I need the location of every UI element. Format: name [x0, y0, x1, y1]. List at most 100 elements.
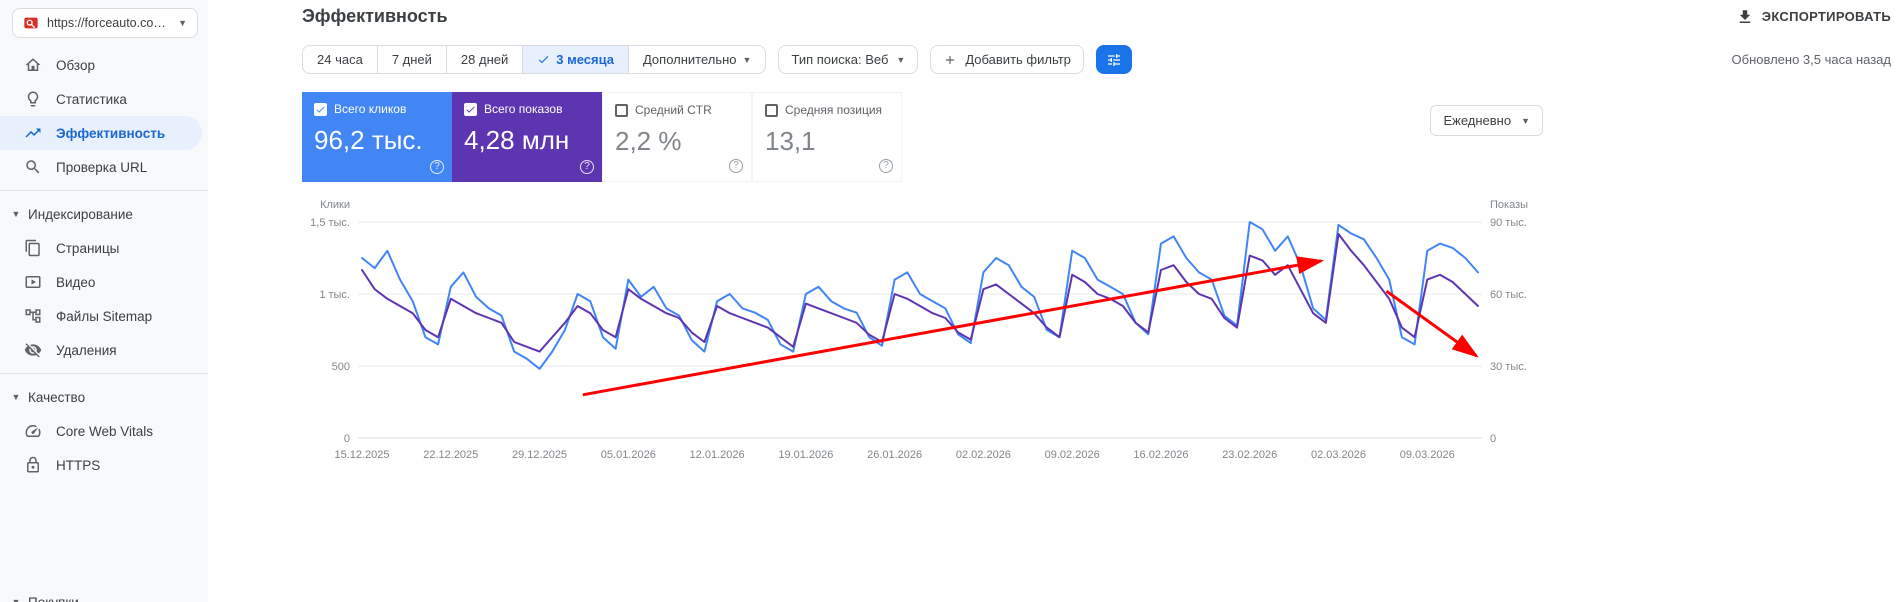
export-button[interactable]: ЭКСПОРТИРОВАТЬ: [1736, 8, 1891, 26]
metric-label: Всего показов: [484, 102, 563, 116]
metric-card-total-clicks[interactable]: Всего кликов 96,2 тыс.: [302, 92, 452, 182]
sidebar-divider: [0, 190, 208, 191]
sidebar-item-label: Страницы: [56, 240, 120, 256]
sidebar-item-label: Файлы Sitemap: [56, 308, 153, 324]
sidebar-item-label: Статистика: [56, 91, 127, 107]
metric-card-total-impressions[interactable]: Всего показов 4,28 млн: [452, 92, 602, 182]
sidebar-section-shopping[interactable]: ▼ Покупки: [0, 585, 208, 602]
search-console-logo-icon: [23, 15, 39, 31]
svg-text:0: 0: [1490, 433, 1496, 445]
sidebar-section-label: Покупки: [28, 594, 79, 602]
svg-text:1,5 тыс.: 1,5 тыс.: [310, 217, 350, 229]
checkbox-unchecked-icon[interactable]: [765, 103, 778, 117]
search-type-filter[interactable]: Тип поиска: Веб ▼: [778, 45, 919, 74]
svg-text:12.01.2026: 12.01.2026: [690, 449, 745, 461]
sidebar-item-removals[interactable]: Удаления: [0, 333, 208, 367]
metric-card-header: Средний CTR: [615, 103, 739, 117]
video-icon: [25, 276, 41, 288]
sidebar-item-label: HTTPS: [56, 457, 101, 473]
help-icon[interactable]: [729, 159, 743, 173]
chevron-down-icon: ▼: [11, 597, 21, 602]
metric-card-average-ctr[interactable]: Средний CTR 2,2 %: [602, 92, 752, 182]
export-label: ЭКСПОРТИРОВАТЬ: [1761, 9, 1891, 24]
sidebar-divider: [0, 373, 208, 374]
performance-icon: [25, 128, 41, 138]
add-filter-button[interactable]: Добавить фильтр: [930, 45, 1084, 74]
sidebar-item-insights[interactable]: Статистика: [0, 82, 208, 116]
sidebar-item-pages[interactable]: Страницы: [0, 231, 208, 265]
sidebar-item-label: Эффективность: [56, 125, 166, 141]
property-url: https://forceauto.com.u...: [47, 16, 170, 30]
svg-text:90 тыс.: 90 тыс.: [1490, 217, 1527, 229]
help-icon[interactable]: [430, 160, 444, 174]
svg-text:30 тыс.: 30 тыс.: [1490, 361, 1527, 373]
speed-icon: [25, 425, 41, 437]
svg-text:02.03.2026: 02.03.2026: [1311, 449, 1366, 461]
property-selector[interactable]: https://forceauto.com.u... ▼: [12, 8, 198, 38]
checkbox-unchecked-icon[interactable]: [615, 103, 628, 117]
sidebar-item-overview[interactable]: Обзор: [0, 48, 208, 82]
svg-text:1 тыс.: 1 тыс.: [319, 289, 350, 301]
sidebar-item-sitemaps[interactable]: Файлы Sitemap: [0, 299, 208, 333]
metric-card-average-position[interactable]: Средняя позиция 13,1: [752, 92, 902, 182]
metric-label: Средний CTR: [635, 103, 712, 117]
chevron-down-icon: ▼: [742, 54, 752, 65]
help-icon[interactable]: [580, 160, 594, 174]
svg-text:02.02.2026: 02.02.2026: [956, 449, 1011, 461]
sidebar-item-https[interactable]: HTTPS: [0, 448, 208, 482]
svg-text:Клики: Клики: [320, 199, 350, 211]
help-icon[interactable]: [879, 159, 893, 173]
svg-text:05.01.2026: 05.01.2026: [601, 449, 656, 461]
tab-28-days[interactable]: 28 дней: [445, 45, 524, 74]
tab-24-hours[interactable]: 24 часа: [302, 45, 378, 74]
page-header: Эффективность ЭКСПОРТИРОВАТЬ: [302, 0, 1891, 27]
lock-icon: [27, 456, 39, 473]
sidebar-section-label: Индексирование: [28, 206, 133, 222]
lightbulb-icon: [27, 91, 39, 107]
page-title: Эффективность: [302, 6, 448, 26]
sidebar-section-experience[interactable]: ▼ Качество: [0, 380, 208, 414]
checkbox-checked-icon[interactable]: [314, 102, 327, 116]
metric-cards: Всего кликов 96,2 тыс. Всего показов 4,2…: [302, 92, 1545, 182]
sidebar-item-label: Проверка URL: [56, 159, 148, 175]
metric-label: Средняя позиция: [785, 103, 883, 117]
metric-card-header: Всего кликов: [314, 102, 440, 116]
sidebar-item-video[interactable]: Видео: [0, 265, 208, 299]
svg-text:26.01.2026: 26.01.2026: [867, 449, 922, 461]
svg-text:22.12.2025: 22.12.2025: [423, 449, 478, 461]
metric-value: 13,1: [765, 126, 816, 156]
search-icon: [26, 160, 40, 174]
filter-bar: 24 часа 7 дней 28 дней 3 месяца Дополнит…: [302, 45, 1891, 74]
svg-text:29.12.2025: 29.12.2025: [512, 449, 567, 461]
tab-3-months[interactable]: 3 месяца: [522, 45, 629, 74]
metric-label: Всего кликов: [334, 102, 407, 116]
svg-text:15.12.2025: 15.12.2025: [334, 449, 389, 461]
sidebar-item-label: Видео: [56, 274, 96, 290]
home-icon: [25, 58, 41, 71]
download-icon: [1739, 9, 1751, 23]
metric-value: 2,2 %: [615, 126, 682, 156]
sidebar-item-core-web-vitals[interactable]: Core Web Vitals: [0, 414, 208, 448]
sidebar-item-performance[interactable]: Эффективность: [0, 116, 202, 150]
sidebar-section-indexing[interactable]: ▼ Индексирование: [0, 197, 208, 231]
metric-card-header: Всего показов: [464, 102, 590, 116]
svg-text:09.02.2026: 09.02.2026: [1045, 449, 1100, 461]
performance-line-chart[interactable]: 0 0 500 30 тыс. 1 тыс. 60 тыс. 1,5 тыс. 90 тыс.…: [302, 198, 1542, 468]
date-range-tabs: 24 часа 7 дней 28 дней 3 месяца Дополнит…: [302, 45, 767, 74]
eye-off-icon: [24, 343, 42, 358]
filter-settings-button[interactable]: [1095, 45, 1132, 74]
sidebar-section-label: Качество: [28, 389, 86, 405]
tab-more-dates[interactable]: Дополнительно ▼: [627, 45, 767, 74]
tab-7-days[interactable]: 7 дней: [376, 45, 447, 74]
svg-text:0: 0: [344, 433, 350, 445]
sidebar-item-url-inspection[interactable]: Проверка URL: [0, 150, 208, 184]
metric-value: 96,2 тыс.: [314, 125, 423, 155]
metric-value: 4,28 млн: [464, 125, 570, 155]
svg-text:Показы: Показы: [1490, 199, 1528, 211]
chart-area: 0 0 500 30 тыс. 1 тыс. 60 тыс. 1,5 тыс. 90 тыс.…: [302, 198, 1545, 468]
metric-card-header: Средняя позиция: [765, 103, 889, 117]
checkbox-checked-icon[interactable]: [464, 102, 477, 116]
granularity-dropdown[interactable]: Ежедневно ▼: [1430, 105, 1543, 136]
svg-text:09.03.2026: 09.03.2026: [1400, 449, 1455, 461]
